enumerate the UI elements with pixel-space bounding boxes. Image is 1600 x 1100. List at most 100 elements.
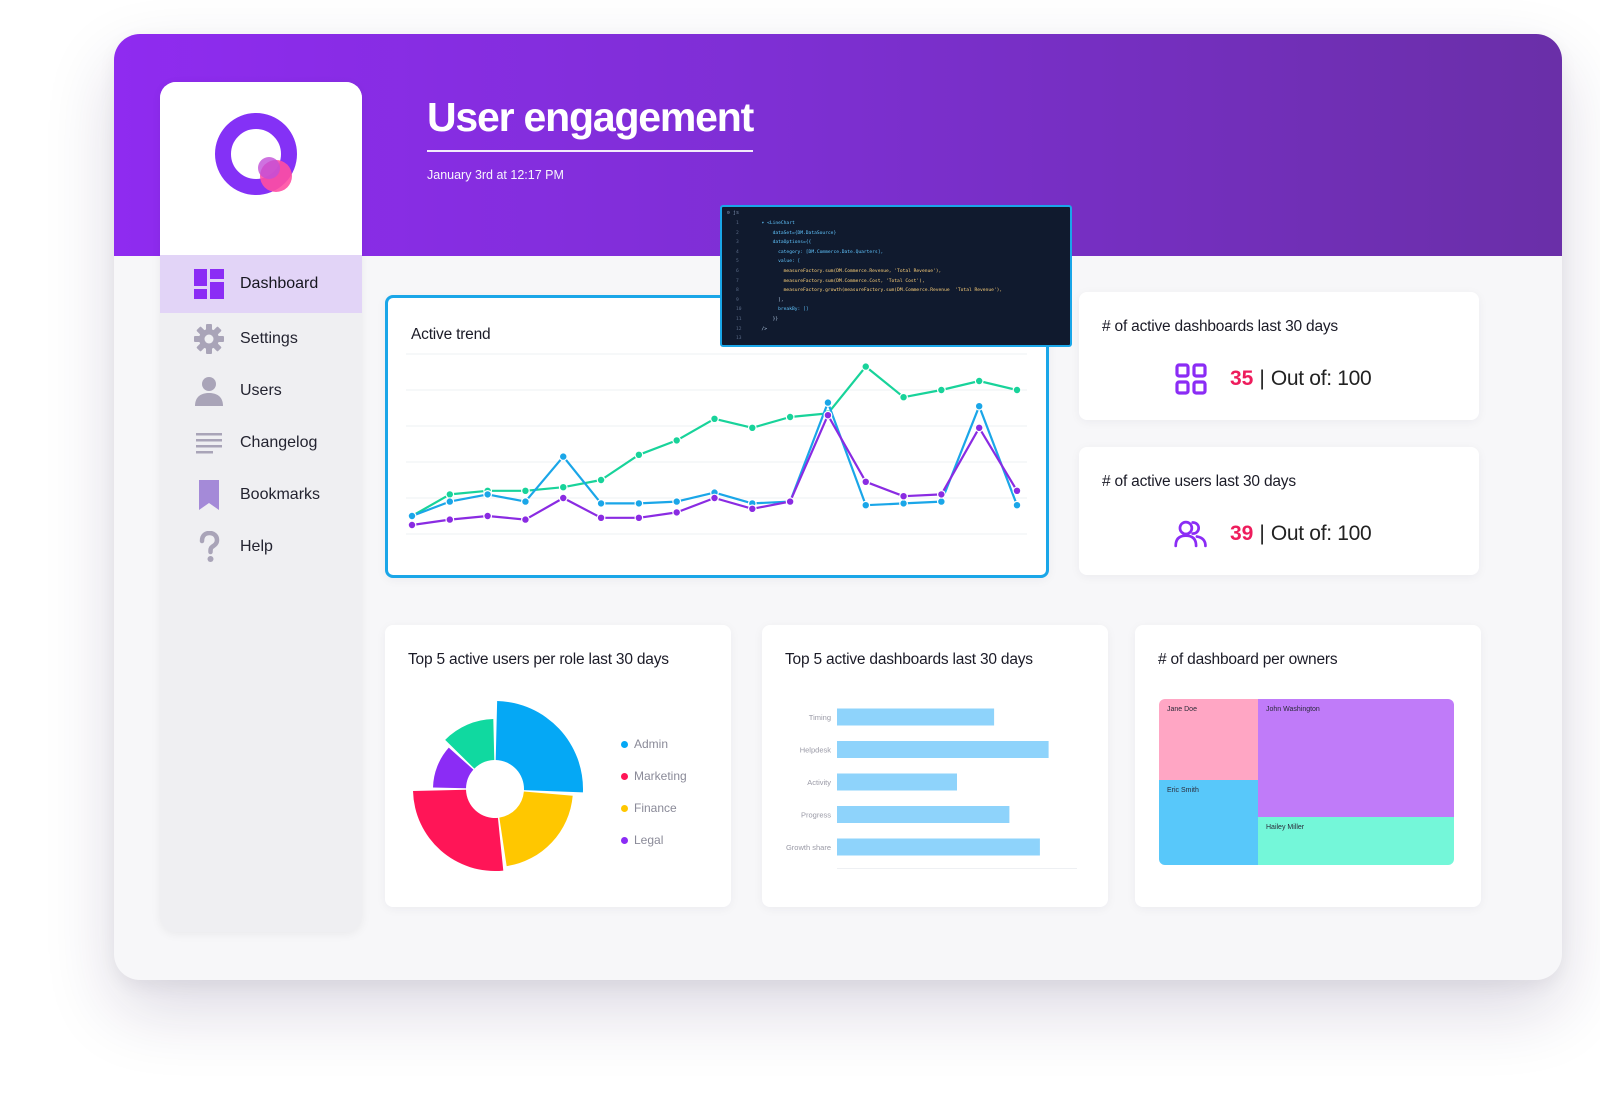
data-point[interactable] [445, 497, 455, 507]
data-point[interactable] [407, 511, 417, 521]
data-point[interactable] [1012, 385, 1022, 395]
data-point[interactable] [747, 504, 757, 514]
data-point[interactable] [899, 498, 908, 508]
data-point[interactable] [558, 493, 568, 503]
data-point[interactable] [596, 513, 606, 523]
donut-slice[interactable] [495, 701, 584, 793]
data-point[interactable] [974, 376, 984, 386]
data-point[interactable] [710, 414, 719, 424]
data-point[interactable] [558, 482, 568, 492]
dashboards-per-owner-card[interactable]: # of dashboard per owners Jane Doe John … [1135, 625, 1481, 907]
data-point[interactable] [596, 475, 606, 485]
sidebar-item-settings[interactable]: Settings [160, 313, 362, 365]
data-point[interactable] [634, 498, 644, 508]
bar[interactable] [837, 838, 1040, 856]
legend-item[interactable]: Admin [621, 728, 687, 760]
top-dashboards-card[interactable]: Top 5 active dashboards last 30 days Tim… [762, 625, 1108, 907]
donut-slice[interactable] [499, 791, 573, 867]
data-point[interactable] [483, 489, 493, 499]
data-point[interactable] [558, 452, 568, 461]
data-point[interactable] [407, 520, 417, 530]
donut-slice[interactable] [445, 719, 495, 769]
data-point[interactable] [483, 511, 493, 521]
series-line-3[interactable] [411, 414, 1018, 527]
data-point[interactable] [672, 497, 682, 507]
sidebar-item-users[interactable]: Users [160, 365, 362, 417]
data-point[interactable] [445, 515, 455, 525]
owners-treemap[interactable]: Jane Doe John Washington Eric Smith Hail… [1159, 699, 1454, 865]
code-tab[interactable]: ⚙ js [727, 210, 740, 216]
data-point[interactable] [823, 398, 833, 407]
legend-item[interactable]: Legal [621, 824, 687, 856]
data-point[interactable] [521, 497, 530, 507]
line-number: 6 [736, 268, 739, 274]
legend-dot [621, 804, 628, 812]
sidebar-item-label: Changelog [240, 434, 318, 451]
sidebar-item-changelog[interactable]: Changelog [160, 417, 362, 469]
legend-label: Finance [634, 801, 677, 815]
treemap-cell-john-washington[interactable]: John Washington [1258, 699, 1454, 817]
data-point[interactable] [974, 423, 984, 433]
data-point[interactable] [672, 507, 682, 517]
bar[interactable] [837, 806, 1010, 823]
data-point[interactable] [899, 491, 908, 501]
page-timestamp: January 3rd at 12:17 PM [427, 168, 564, 182]
data-point[interactable] [936, 497, 946, 507]
donut-slice[interactable] [413, 789, 504, 872]
bar[interactable] [837, 773, 957, 791]
stat-separator: | [1259, 522, 1265, 545]
code-editor-panel[interactable]: ⚙ js 1 ▾ <LineChart 2 dataSet={DM.DataSou… [720, 205, 1072, 347]
bar[interactable] [837, 741, 1049, 758]
data-point[interactable] [521, 486, 530, 496]
treemap-label: Hailey Miller [1266, 824, 1305, 831]
users-per-role-donut-chart[interactable] [405, 689, 605, 889]
line-number: 3 [736, 240, 739, 246]
data-point[interactable] [747, 423, 757, 433]
data-point[interactable] [785, 412, 795, 422]
data-point[interactable] [1012, 486, 1022, 496]
sidebar-item-bookmarks[interactable]: Bookmarks [160, 469, 362, 521]
sidebar-item-label: Dashboard [240, 275, 319, 292]
data-point[interactable] [445, 489, 455, 499]
data-point[interactable] [634, 450, 644, 460]
active-trend-chart[interactable] [406, 348, 1031, 558]
code-line: 11 }} [736, 317, 1002, 327]
data-point[interactable] [596, 498, 606, 508]
sidebar-item-label: Settings [240, 330, 298, 347]
data-point[interactable] [672, 435, 682, 445]
data-point[interactable] [861, 500, 871, 510]
top-dashboards-bar-chart[interactable]: Timing Helpdesk Activity Progress Growth sha… [762, 705, 1108, 875]
data-point[interactable] [710, 493, 719, 503]
data-point[interactable] [974, 401, 984, 411]
bar[interactable] [837, 708, 995, 726]
bookmark-icon [193, 479, 225, 511]
data-point[interactable] [1012, 500, 1022, 510]
treemap-cell-hailey-miller[interactable]: Hailey Miller [1258, 817, 1454, 865]
code-text: value: [ [756, 259, 801, 265]
data-point[interactable] [899, 392, 908, 402]
data-point[interactable] [785, 497, 795, 507]
treemap-cell-eric-smith[interactable]: Eric Smith [1159, 780, 1258, 865]
user-icon [193, 375, 225, 407]
active-dashboards-card[interactable]: # of active dashboards last 30 days 35 |… [1079, 292, 1479, 420]
active-users-card[interactable]: # of active users last 30 days 39 | Out … [1079, 447, 1479, 575]
dashboard-grid-icon [193, 268, 225, 300]
data-point[interactable] [936, 489, 946, 499]
data-point[interactable] [823, 410, 833, 420]
legend-item[interactable]: Finance [621, 792, 687, 824]
legend-item[interactable]: Marketing [621, 760, 687, 792]
data-point[interactable] [861, 477, 871, 487]
legend-dot [621, 740, 628, 748]
sidebar-item-help[interactable]: Help [160, 521, 362, 573]
data-point[interactable] [521, 515, 530, 525]
data-point[interactable] [861, 362, 871, 372]
code-line: 9 ], [736, 298, 1002, 308]
donut-slice[interactable] [433, 747, 474, 789]
data-point[interactable] [634, 513, 644, 523]
sidebar-item-dashboard[interactable]: Dashboard [160, 255, 362, 313]
data-point[interactable] [936, 385, 946, 395]
question-icon [193, 531, 225, 563]
treemap-cell-jane-doe[interactable]: Jane Doe [1159, 699, 1258, 780]
users-per-role-card[interactable]: Top 5 active users per role last 30 days… [385, 625, 731, 907]
line-number: 10 [736, 307, 742, 313]
